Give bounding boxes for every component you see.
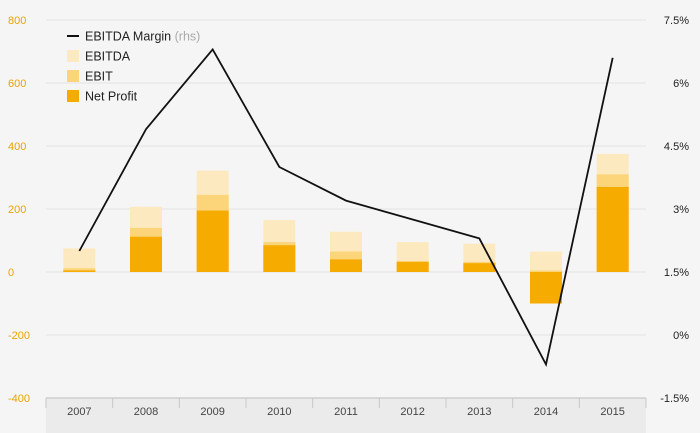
x-tick-label: 2011 xyxy=(334,406,358,418)
y-left-tick-label: 800 xyxy=(8,15,26,27)
x-tick-label: 2007 xyxy=(67,406,91,418)
bar-net-profit xyxy=(530,272,562,304)
x-tick-label: 2010 xyxy=(267,406,291,418)
y-left-tick-label: -400 xyxy=(8,393,30,405)
bar-ebitda xyxy=(530,251,562,272)
legend-label: EBITDA xyxy=(85,50,131,64)
bar-net-profit xyxy=(463,263,496,272)
y-right-tick-label: 0% xyxy=(673,330,689,342)
legend: EBITDA Margin (rhs) EBITDA EBIT Net Profit xyxy=(67,30,200,104)
x-tick-label: 2012 xyxy=(400,406,424,418)
y-right-tick-label: 1.5% xyxy=(664,267,689,279)
bar-net-profit xyxy=(330,259,362,272)
y-left-tick-label: 0 xyxy=(8,267,14,279)
y-right-tick-label: 7.5% xyxy=(664,15,689,27)
bar-net-profit xyxy=(130,236,162,272)
y-left-tick-label: 600 xyxy=(8,78,26,90)
bar-net-profit xyxy=(596,186,629,272)
margin-line xyxy=(78,47,614,367)
legend-label: Net Profit xyxy=(85,90,138,104)
axes: 800 600 400 200 0 -200 -400 7.5% 6% 4.5% 3% 1.5% 0% -… xyxy=(8,15,689,433)
y-left-tick-label: 400 xyxy=(8,141,26,153)
y-left-tick-label: 200 xyxy=(8,204,26,216)
x-axis-band xyxy=(46,398,646,433)
legend-swatch xyxy=(67,70,79,82)
y-right-tick-label: -1.5% xyxy=(660,393,689,405)
series-line-ebitda-margin xyxy=(78,47,614,367)
legend-swatch xyxy=(67,90,79,102)
bars xyxy=(63,153,629,304)
x-tick-label: 2014 xyxy=(534,406,558,418)
x-tick-label: 2013 xyxy=(467,406,491,418)
x-tick-label: 2008 xyxy=(134,406,158,418)
legend-label: EBITDA Margin (rhs) xyxy=(85,30,200,44)
legend-swatch xyxy=(67,50,79,62)
bar-ebitda xyxy=(63,248,96,272)
x-tick-label: 2015 xyxy=(600,406,624,418)
legend-note: (rhs) xyxy=(171,30,200,44)
y-right-tick-label: 6% xyxy=(673,78,689,90)
bar-net-profit xyxy=(263,245,296,272)
bar-ebit xyxy=(63,268,96,272)
legend-label: EBIT xyxy=(85,70,113,84)
bar-net-profit xyxy=(63,270,96,272)
bar-ebit xyxy=(530,270,562,272)
bar-net-profit xyxy=(396,261,429,272)
y-left-tick-label: -200 xyxy=(8,330,30,342)
y-right-tick-label: 3% xyxy=(673,204,689,216)
x-tick-label: 2009 xyxy=(200,406,224,418)
bar-net-profit xyxy=(196,210,229,272)
y-right-tick-label: 4.5% xyxy=(664,141,689,153)
